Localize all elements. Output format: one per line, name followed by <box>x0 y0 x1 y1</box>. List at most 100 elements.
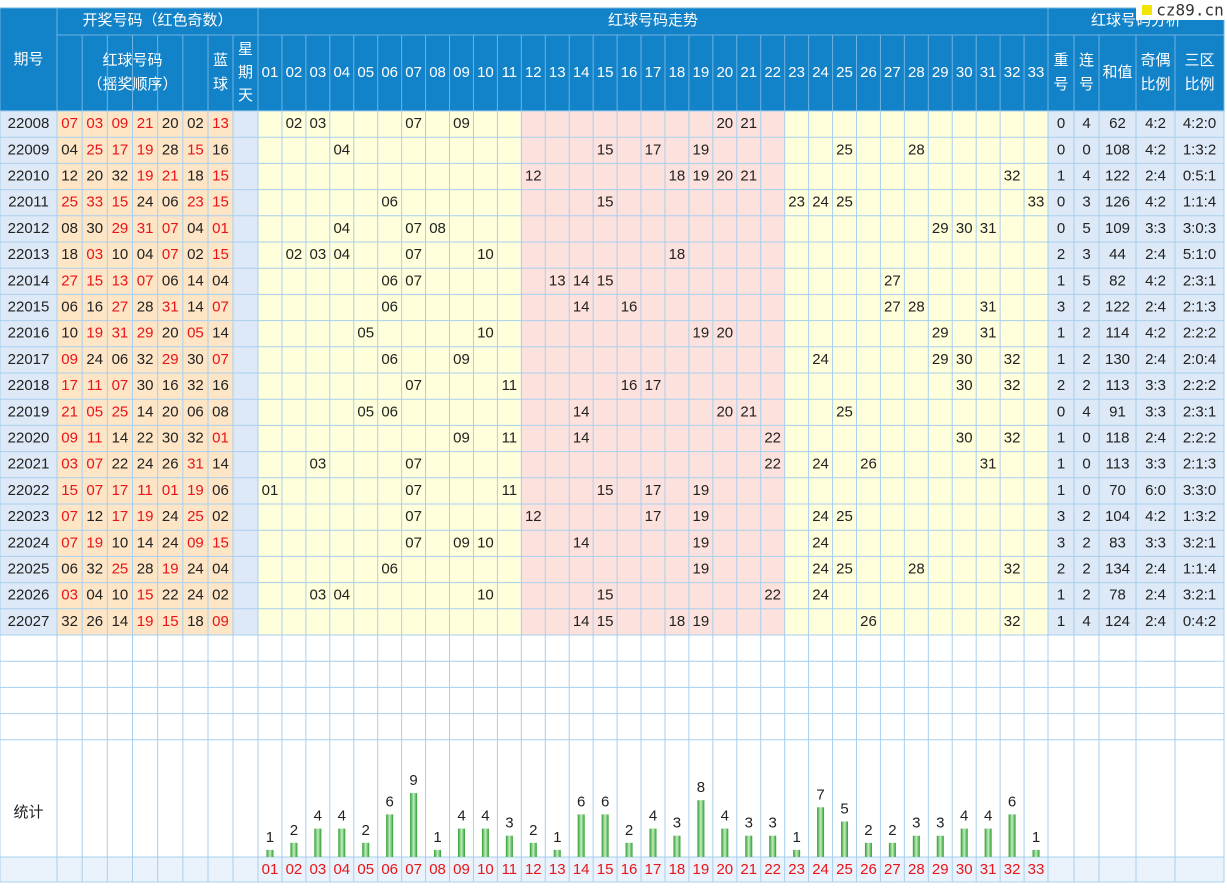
count-label: 2 <box>625 822 633 839</box>
header-number: 19 <box>693 64 710 81</box>
red-ball: 18 <box>187 613 204 630</box>
period: 22023 <box>8 508 50 525</box>
header-number: 28 <box>908 64 925 81</box>
red-ball: 17 <box>112 508 129 525</box>
trend-number: 03 <box>310 456 327 473</box>
trend-number: 14 <box>573 272 590 289</box>
trend-number: 29 <box>932 325 949 342</box>
red-ball: 31 <box>112 325 129 342</box>
consecutive: 2 <box>1082 325 1090 342</box>
red-ball: 15 <box>61 482 78 499</box>
red-ball: 20 <box>86 167 103 184</box>
repeat: 1 <box>1057 482 1065 499</box>
red-ball: 07 <box>86 456 103 473</box>
trend-number: 15 <box>597 587 614 604</box>
red-ball: 23 <box>187 194 204 211</box>
consecutive: 2 <box>1082 298 1090 315</box>
header-number: 05 <box>357 64 374 81</box>
period: 22027 <box>8 613 50 630</box>
consecutive: 3 <box>1082 246 1090 263</box>
odd_even: 4:2 <box>1145 508 1166 525</box>
trend-number: 25 <box>836 508 853 525</box>
count-bar <box>314 828 322 857</box>
sum: 109 <box>1105 220 1130 237</box>
odd_even: 4:2 <box>1145 141 1166 158</box>
count-label: 1 <box>1032 829 1040 846</box>
repeat: 1 <box>1057 351 1065 368</box>
header-sum: 和值 <box>1102 64 1132 81</box>
red-ball: 15 <box>187 141 204 158</box>
bottom-number: 20 <box>716 861 733 878</box>
blue-ball: 15 <box>212 167 229 184</box>
red-ball: 07 <box>61 115 78 132</box>
count-bar <box>721 828 729 857</box>
header-period: 期号 <box>13 51 43 68</box>
trend-number: 19 <box>693 508 710 525</box>
count-bar <box>338 828 346 857</box>
blue-ball: 04 <box>212 272 229 289</box>
repeat: 1 <box>1057 325 1065 342</box>
header-number: 02 <box>286 64 303 81</box>
trend-number: 22 <box>764 456 781 473</box>
repeat: 3 <box>1057 508 1065 525</box>
consecutive: 2 <box>1082 377 1090 394</box>
period: 22020 <box>8 429 50 446</box>
logo-icon <box>1142 5 1152 15</box>
trend-number: 02 <box>286 246 303 263</box>
red-ball: 04 <box>61 141 78 158</box>
sum: 78 <box>1109 587 1126 604</box>
bottom-number: 33 <box>1028 861 1045 878</box>
blue-ball: 13 <box>212 115 229 132</box>
red-ball: 21 <box>162 167 179 184</box>
consecutive: 5 <box>1082 272 1090 289</box>
trend-number: 29 <box>932 220 949 237</box>
sum: 44 <box>1109 246 1126 263</box>
red-ball: 07 <box>162 246 179 263</box>
header-number: 16 <box>621 64 638 81</box>
red-ball: 02 <box>187 115 204 132</box>
red-ball: 11 <box>137 482 153 499</box>
count-label: 4 <box>721 808 729 825</box>
count-bar <box>601 814 609 857</box>
trend-number: 32 <box>1004 613 1021 630</box>
red-ball: 25 <box>187 508 204 525</box>
blue-ball: 07 <box>212 298 229 315</box>
trend-number: 32 <box>1004 351 1021 368</box>
red-ball: 28 <box>137 298 154 315</box>
trend-number: 19 <box>693 482 710 499</box>
red-ball: 21 <box>61 403 78 420</box>
sum: 130 <box>1105 351 1130 368</box>
period: 22017 <box>8 351 50 368</box>
trend-number: 15 <box>597 482 614 499</box>
sum: 113 <box>1106 377 1130 394</box>
trend-number: 14 <box>573 403 590 420</box>
trend-number: 30 <box>956 220 973 237</box>
repeat: 0 <box>1057 403 1065 420</box>
trend-number: 24 <box>812 560 829 577</box>
trend-number: 31 <box>980 325 997 342</box>
blue-ball: 01 <box>212 220 229 237</box>
bottom-number: 25 <box>836 861 853 878</box>
red-ball: 06 <box>187 403 204 420</box>
bottom-number: 15 <box>597 861 614 878</box>
header-red: 红球号码 <box>102 52 162 69</box>
red-ball: 01 <box>162 482 179 499</box>
consecutive: 3 <box>1082 194 1090 211</box>
red-ball: 07 <box>61 534 78 551</box>
red-ball: 05 <box>187 325 204 342</box>
trend-number: 07 <box>405 246 422 263</box>
count-bar <box>793 849 801 857</box>
trend-number: 15 <box>597 272 614 289</box>
zones: 2:2:2 <box>1183 377 1216 394</box>
red-ball: 04 <box>86 587 103 604</box>
sum: 62 <box>1109 115 1126 132</box>
trend-number: 18 <box>669 246 686 263</box>
bottom-number: 32 <box>1004 861 1021 878</box>
zones: 2:0:4 <box>1183 351 1216 368</box>
count-label: 4 <box>338 808 346 825</box>
stats-bg <box>0 635 1224 857</box>
header-number: 25 <box>836 64 853 81</box>
sum: 122 <box>1105 167 1130 184</box>
blue-ball: 02 <box>212 508 229 525</box>
red-ball: 25 <box>61 194 78 211</box>
